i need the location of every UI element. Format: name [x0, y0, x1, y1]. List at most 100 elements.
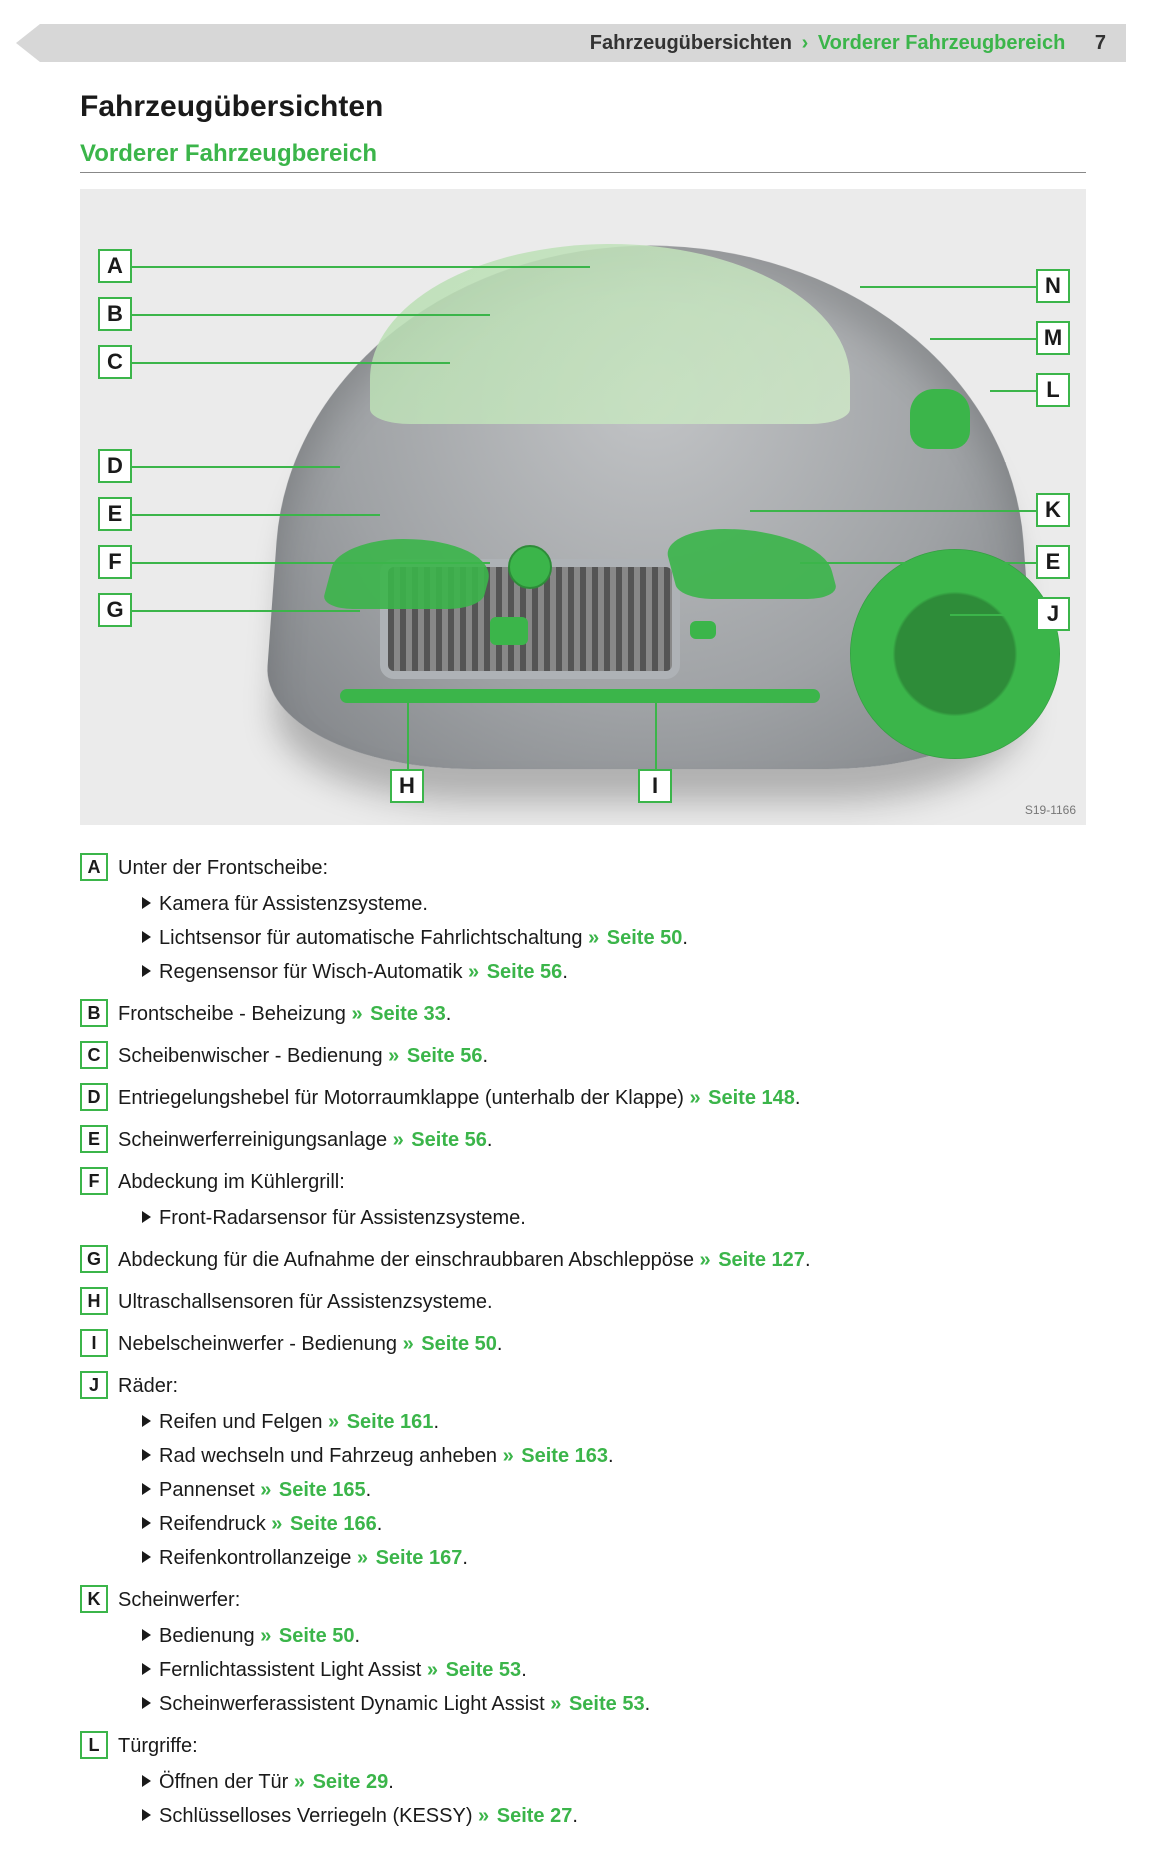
fog-light	[690, 621, 716, 639]
leader	[132, 314, 490, 316]
page-ref-link[interactable]: » Seite 33	[351, 1003, 445, 1025]
breadcrumb-sep: ›	[802, 32, 809, 54]
breadcrumb-sub: Vorderer Fahrzeugbereich	[818, 32, 1065, 54]
text-segment: Reifen und Felgen	[159, 1411, 328, 1433]
bullet-icon	[142, 1483, 151, 1495]
text-suffix: .	[562, 961, 568, 983]
leader	[860, 286, 1036, 288]
section-title: Vorderer Fahrzeugbereich	[80, 140, 1086, 173]
legend-letter: K	[80, 1585, 108, 1613]
legend-body: Räder:Reifen und Felgen » Seite 161.Rad …	[118, 1371, 614, 1573]
text-segment: Schlüsselloses Verriegeln (KESSY)	[159, 1805, 478, 1827]
callout-A: A	[98, 249, 132, 283]
legend-subline: Regensensor für Wisch-Automatik » Seite …	[142, 957, 688, 987]
page-ref-link[interactable]: » Seite 127	[700, 1249, 805, 1271]
page-ref-link[interactable]: » Seite 148	[689, 1087, 794, 1109]
leader	[655, 689, 657, 769]
page-ref-link[interactable]: » Seite 53	[427, 1659, 521, 1681]
legend-sublist: Öffnen der Tür » Seite 29. Schlüsselloses…	[118, 1767, 578, 1831]
mirror-right	[910, 389, 970, 449]
bullet-icon	[142, 1697, 151, 1709]
page-ref-link[interactable]: » Seite 56	[468, 961, 562, 983]
legend-subline: Scheinwerferassistent Dynamic Light Assi…	[142, 1689, 650, 1719]
page-ref-link[interactable]: » Seite 163	[503, 1445, 608, 1467]
breadcrumb-main: Fahrzeugübersichten	[590, 32, 792, 54]
bullet-icon	[142, 1809, 151, 1821]
leader	[132, 362, 450, 364]
page-ref-link[interactable]: » Seite 161	[328, 1411, 433, 1433]
legend-item: CScheibenwischer - Bedienung » Seite 56.	[80, 1041, 1086, 1071]
bullet-icon	[142, 1211, 151, 1223]
callout-J: J	[1036, 597, 1070, 631]
legend-main-line: Türgriffe:	[118, 1731, 578, 1761]
legend-sublist: Front-Radarsensor für Assistenzsysteme.	[118, 1203, 526, 1233]
legend-main-line: Nebelscheinwerfer - Bedienung » Seite 50…	[118, 1329, 502, 1359]
text-suffix: .	[482, 1045, 488, 1067]
text-suffix: .	[388, 1771, 394, 1793]
leader	[800, 562, 1036, 564]
page-ref-link[interactable]: » Seite 167	[357, 1547, 462, 1569]
page-ref-link[interactable]: » Seite 53	[550, 1693, 644, 1715]
leader	[132, 266, 590, 268]
leader	[132, 562, 490, 564]
legend-main-line: Abdeckung für die Aufnahme der einschrau…	[118, 1245, 811, 1275]
legend-main-line: Scheinwerfer:	[118, 1585, 650, 1615]
bullet-icon	[142, 1551, 151, 1563]
text-segment: Rad wechseln und Fahrzeug anheben	[159, 1445, 503, 1467]
legend-letter: L	[80, 1731, 108, 1759]
text-suffix: .	[521, 1659, 527, 1681]
page-ref-link[interactable]: » Seite 56	[388, 1045, 482, 1067]
legend-letter: H	[80, 1287, 108, 1315]
page-ref-link[interactable]: » Seite 166	[271, 1513, 376, 1535]
bullet-icon	[142, 965, 151, 977]
legend-item: FAbdeckung im Kühlergrill:Front-Radarsen…	[80, 1167, 1086, 1233]
emblem	[508, 545, 552, 589]
text-suffix: .	[805, 1249, 811, 1271]
text-segment: Fernlichtassistent Light Assist	[159, 1659, 427, 1681]
leader	[930, 338, 1036, 340]
text-segment: Front-Radarsensor für Assistenzsysteme.	[159, 1207, 526, 1229]
page-ref-link[interactable]: » Seite 50	[403, 1333, 497, 1355]
page-ref-link[interactable]: » Seite 56	[393, 1129, 487, 1151]
text-suffix: .	[355, 1625, 361, 1647]
callout-L: L	[1036, 373, 1070, 407]
page-ref-link[interactable]: » Seite 165	[260, 1479, 365, 1501]
legend-item: BFrontscheibe - Beheizung » Seite 33.	[80, 999, 1086, 1029]
page-ref-link[interactable]: » Seite 29	[294, 1771, 388, 1793]
legend-subline: Kamera für Assistenzsysteme.	[142, 889, 688, 919]
text-suffix: .	[366, 1479, 372, 1501]
text-suffix: .	[462, 1547, 468, 1569]
page-ref-link[interactable]: » Seite 50	[260, 1625, 354, 1647]
legend-body: Frontscheibe - Beheizung » Seite 33.	[118, 999, 451, 1029]
text-segment: Entriegelungshebel für Motorraumklappe (…	[118, 1087, 689, 1109]
page-ref-link[interactable]: » Seite 50	[588, 927, 682, 949]
callout-H: H	[390, 769, 424, 803]
legend-subline: Schlüsselloses Verriegeln (KESSY) » Seit…	[142, 1801, 578, 1831]
radar-sensor	[490, 617, 528, 645]
text-segment: Bedienung	[159, 1625, 260, 1647]
callout-C: C	[98, 345, 132, 379]
callout-M: M	[1036, 321, 1070, 355]
bullet-icon	[142, 1629, 151, 1641]
legend-main-line: Scheinwerferreinigungsanlage » Seite 56.	[118, 1125, 492, 1155]
text-segment: Reifenkontrollanzeige	[159, 1547, 357, 1569]
legend-subline: Lichtsensor für automatische Fahrlichtsc…	[142, 923, 688, 953]
bullet-icon	[142, 931, 151, 943]
legend-letter: A	[80, 853, 108, 881]
text-suffix: .	[446, 1003, 452, 1025]
leader	[950, 614, 1036, 616]
legend-subline: Reifenkontrollanzeige » Seite 167.	[142, 1543, 614, 1573]
legend-subline: Rad wechseln und Fahrzeug anheben » Seit…	[142, 1441, 614, 1471]
legend-main-line: Abdeckung im Kühlergrill:	[118, 1167, 526, 1197]
legend-item: HUltraschallsensoren für Assistenzsystem…	[80, 1287, 1086, 1317]
wheel-right	[850, 549, 1060, 759]
text-segment: Öffnen der Tür	[159, 1771, 294, 1793]
page-header: Fahrzeugübersichten › Vorderer Fahrzeugb…	[40, 24, 1126, 62]
callout-B: B	[98, 297, 132, 331]
legend-body: Abdeckung für die Aufnahme der einschrau…	[118, 1245, 811, 1275]
legend-item: GAbdeckung für die Aufnahme der einschra…	[80, 1245, 1086, 1275]
page-title: Fahrzeugübersichten	[80, 90, 1086, 124]
legend-item: DEntriegelungshebel für Motorraumklappe …	[80, 1083, 1086, 1113]
page-ref-link[interactable]: » Seite 27	[478, 1805, 572, 1827]
bullet-icon	[142, 1415, 151, 1427]
